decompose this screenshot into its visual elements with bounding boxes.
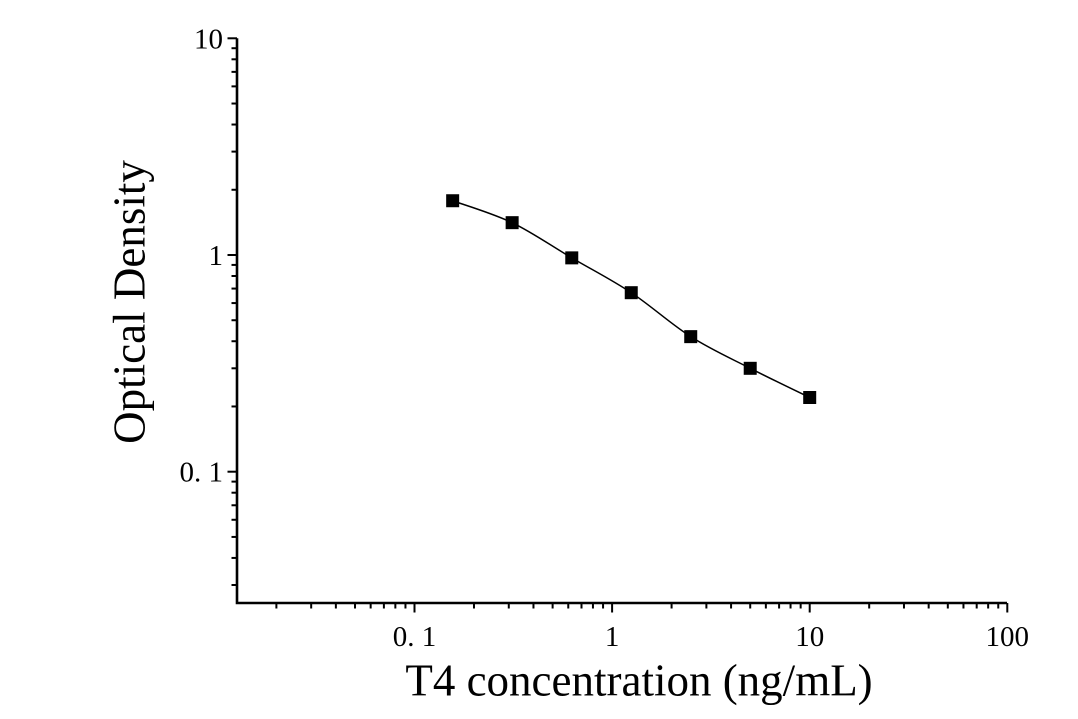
data-point-marker	[684, 330, 698, 344]
x-tick-label: 1	[605, 621, 620, 653]
data-point-marker	[505, 216, 519, 230]
data-point-marker	[803, 390, 817, 404]
data-point-marker	[565, 251, 579, 265]
y-axis-title: Optical Density	[104, 160, 155, 444]
y-tick-label: 10	[194, 23, 223, 55]
x-tick-label: 10	[795, 621, 824, 653]
data-point-marker	[624, 286, 638, 300]
data-point-marker	[743, 361, 757, 375]
y-tick-label: 1	[209, 240, 224, 272]
y-tick-label: 0. 1	[180, 457, 224, 489]
axis-lines	[235, 38, 1007, 605]
data-point-marker	[446, 194, 460, 208]
x-tick-label: 0. 1	[393, 621, 437, 653]
x-axis-title: T4 concentration (ng/mL)	[405, 655, 873, 706]
x-tick-label: 100	[986, 621, 1030, 653]
